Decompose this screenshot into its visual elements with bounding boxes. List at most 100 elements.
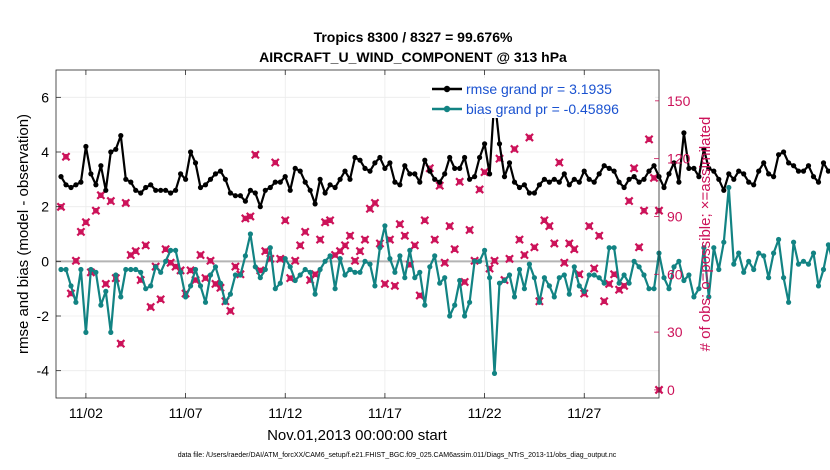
obs-count-marker-103 — [569, 244, 579, 254]
bias-point-88 — [496, 280, 503, 286]
obs-count-marker-84-stroke-b — [475, 185, 484, 194]
obs-count-marker-29-stroke-b — [201, 273, 210, 283]
x-axis-label: Nov.01,2013 00:00:00 start — [267, 427, 448, 444]
bias-point-73 — [422, 302, 428, 308]
bias-point-14 — [128, 266, 134, 273]
obs-count-marker-49-stroke-b — [300, 227, 310, 237]
x-tick-label-3: 11/17 — [368, 405, 402, 421]
obs-count-marker-91-stroke-b — [510, 144, 519, 154]
obs-count-marker-9-stroke-b — [101, 279, 111, 289]
obs-count-marker-32-stroke-b — [216, 283, 225, 293]
obs-count-marker-4-stroke-b — [76, 227, 86, 237]
rmse-point-43 — [272, 179, 278, 185]
rmse-point-2 — [68, 184, 74, 191]
bias-point-37 — [242, 253, 248, 259]
obs-count-marker-82 — [465, 225, 475, 235]
bias-point-150 — [805, 261, 812, 267]
obs-count-marker-26 — [186, 266, 195, 275]
obs-count-marker-61-ring — [362, 236, 368, 243]
obs-count-marker-29-ring — [202, 275, 209, 281]
obs-count-marker-39-ring — [252, 151, 259, 158]
rmse-point-104 — [576, 179, 582, 185]
rmse-point-19 — [153, 187, 159, 193]
rmse-point-5 — [83, 143, 89, 150]
bias-line — [61, 186, 830, 375]
obs-count-marker-34-stroke-b — [226, 306, 235, 316]
bias-point-1 — [63, 266, 69, 273]
rmse-point-35 — [232, 193, 238, 199]
bias-point-60 — [357, 269, 363, 275]
bias-point-98 — [546, 283, 553, 289]
rmse-point-73 — [422, 157, 428, 163]
bias-point-31 — [212, 264, 219, 270]
rmse-point-0 — [58, 174, 64, 180]
rmse-point-51 — [312, 201, 318, 207]
bias-point-115 — [631, 258, 637, 264]
rmse-point-126 — [686, 165, 692, 171]
rmse-point-112 — [616, 179, 622, 185]
rmse-point-23 — [173, 187, 179, 193]
obs-count-marker-60-stroke-b — [355, 246, 365, 256]
bias-point-151 — [810, 250, 817, 256]
bias-point-61 — [362, 258, 368, 264]
obs-count-marker-60 — [355, 246, 365, 256]
rmse-point-12 — [118, 133, 124, 139]
rmse-point-21 — [163, 187, 169, 193]
obs-count-marker-110-ring — [606, 281, 612, 287]
bias-point-18 — [148, 283, 154, 289]
rmse-point-52 — [317, 176, 323, 182]
obs-count-marker-116-ring — [636, 244, 642, 251]
bias-point-104 — [576, 283, 582, 289]
bias-point-43 — [272, 286, 278, 292]
bias-point-44 — [277, 280, 283, 286]
bias-point-128 — [696, 286, 702, 292]
bias-point-48 — [297, 272, 303, 278]
x-tick-label-5: 11/27 — [567, 405, 601, 421]
rmse-point-97 — [541, 176, 548, 182]
y-left-tick-label-5: 6 — [41, 89, 49, 105]
bias-point-25 — [183, 294, 189, 300]
bias-point-118 — [646, 286, 652, 292]
rmse-point-140 — [756, 168, 762, 174]
obs-count-marker-78 — [445, 221, 455, 231]
obs-count-marker-103-ring — [571, 246, 578, 253]
rmse-point-3 — [73, 182, 79, 188]
x-axis-ticks: 11/02 11/07 11/12 11/17 11/22 11/27 — [69, 70, 601, 421]
bias-point-147 — [791, 239, 797, 245]
obs-count-marker-77-ring — [441, 259, 448, 266]
bias-point-85 — [482, 247, 488, 253]
rmse-point-89 — [501, 174, 508, 180]
bias-point-148 — [795, 261, 802, 267]
obs-count-marker-75-ring — [431, 236, 438, 243]
bias-point-94 — [526, 261, 533, 267]
obs-count-marker-117-ring — [641, 207, 647, 214]
obs-count-marker-34-ring — [227, 308, 234, 314]
bias-point-54 — [327, 253, 333, 259]
y-left-tick-label-4: 4 — [41, 144, 49, 160]
obs-count-marker-86-stroke-b — [485, 264, 494, 273]
rmse-point-8 — [98, 163, 104, 169]
bias-point-5 — [83, 329, 89, 335]
obs-count-marker-90-ring — [506, 256, 513, 262]
chart-title-line-2: AIRCRAFT_U_WIND_COMPONENT @ 313 hPa — [259, 49, 567, 65]
bias-point-99 — [551, 294, 557, 300]
bias-point-126 — [686, 272, 692, 278]
obs-count-marker-101-ring — [561, 259, 568, 266]
obs-count-marker-65-ring — [382, 281, 388, 287]
bias-point-127 — [691, 294, 697, 300]
obs-count-marker-51-ring — [312, 271, 318, 278]
bias-point-65 — [382, 223, 388, 229]
obs-count-marker-7-ring — [93, 207, 99, 214]
obs-count-marker-102-ring — [566, 240, 573, 247]
y-axis-left-label: rmse and bias (model - observation) — [15, 114, 32, 354]
obs-count-marker-8-ring — [98, 192, 104, 199]
rmse-line — [60, 96, 830, 208]
obs-count-marker-9 — [101, 279, 111, 289]
bias-point-84 — [477, 258, 483, 264]
rmse-point-136 — [736, 168, 742, 174]
bias-point-137 — [741, 269, 747, 275]
obs-count-marker-21-ring — [162, 246, 169, 253]
obs-count-marker-108 — [594, 231, 604, 241]
obs-count-marker-102-stroke-b — [564, 239, 574, 248]
obs-count-marker-97-stroke-b — [540, 215, 549, 225]
